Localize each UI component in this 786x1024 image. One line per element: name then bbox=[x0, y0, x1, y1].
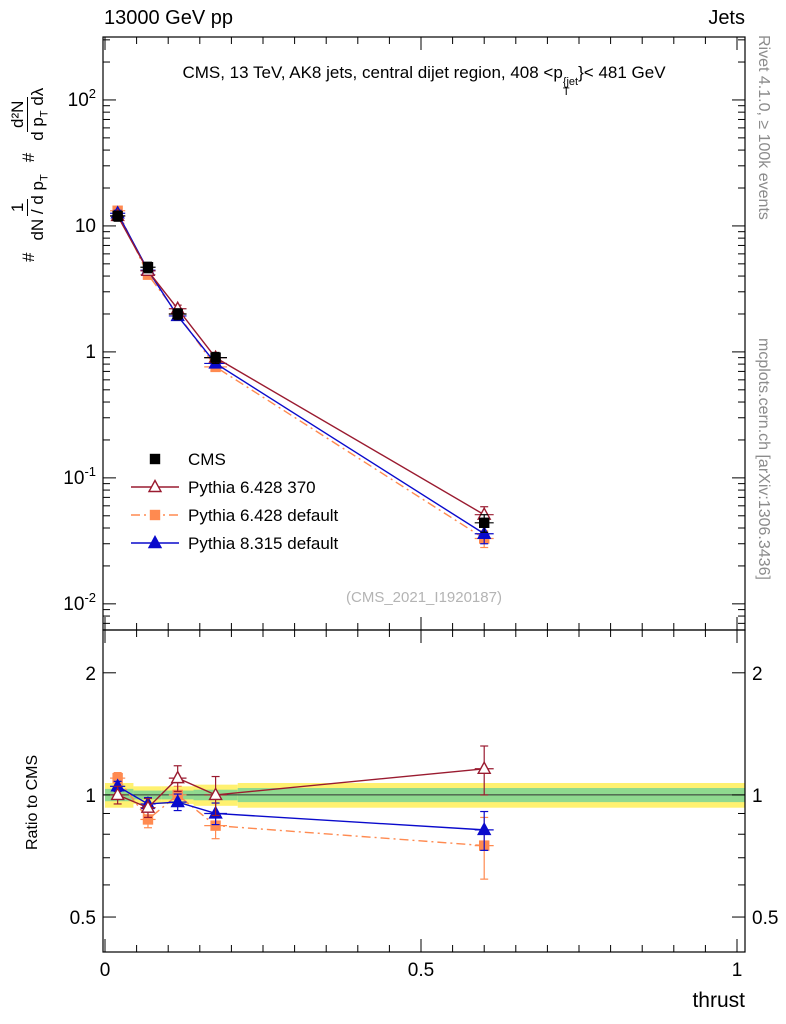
svg-text:10: 10 bbox=[75, 216, 96, 237]
pt-supsub: {jet T bbox=[562, 76, 579, 98]
svg-text:0.5: 0.5 bbox=[408, 960, 434, 981]
ylabel-hash-1: # bbox=[19, 252, 39, 262]
svg-text:2: 2 bbox=[85, 664, 96, 685]
main-panel-series bbox=[110, 205, 494, 549]
svg-text:0: 0 bbox=[100, 960, 111, 981]
series-main-0 bbox=[110, 210, 494, 533]
ylabel-frac2-den-text: d p bbox=[28, 117, 48, 141]
analysis-group-label: Jets bbox=[708, 7, 745, 29]
ratio-uncertainty-bands bbox=[103, 782, 745, 808]
ylabel-frac2-numerator: d²N bbox=[8, 96, 29, 132]
svg-text:1: 1 bbox=[85, 342, 96, 363]
tick-labels: 102 10 1 10-1 10-2 0 0.5 1 2 2 1 1 0.5 0.5 bbox=[63, 86, 778, 981]
axes-frame bbox=[102, 36, 746, 953]
svg-text:10-1: 10-1 bbox=[63, 464, 96, 489]
svg-text:102: 102 bbox=[68, 86, 96, 111]
svg-text:0.5: 0.5 bbox=[752, 908, 778, 929]
beam-energy-label: 13000 GeV pp bbox=[104, 7, 233, 29]
ratio-axis-label: Ratio to CMS bbox=[24, 754, 41, 850]
pt-subscript: T bbox=[562, 86, 570, 98]
analysis-id-watermark: (CMS_2021_I1920187) bbox=[346, 589, 502, 606]
ylabel-frac1-den-text: dN / d p bbox=[28, 180, 48, 241]
svg-text:1: 1 bbox=[752, 786, 763, 807]
series-ratio-0 bbox=[110, 745, 494, 819]
svg-text:1: 1 bbox=[85, 786, 96, 807]
plot-title-end: }< 481 GeV bbox=[578, 63, 666, 82]
svg-text:10-2: 10-2 bbox=[63, 590, 96, 615]
svg-text:2: 2 bbox=[752, 664, 763, 685]
legend: CMS Pythia 6.428 370 Pythia 6.428 default P… bbox=[131, 450, 339, 553]
ylabel-frac1-den-sub: T bbox=[38, 174, 51, 181]
legend-label-2: Pythia 6.428 default bbox=[188, 506, 339, 525]
series-main-1 bbox=[110, 207, 494, 525]
x-axis-label: thrust bbox=[692, 989, 745, 1012]
mcplots-reference-label: mcplots.cern.ch [arXiv:1306.3436] bbox=[755, 338, 772, 580]
plot-title-main: CMS, 13 TeV, AK8 jets, central dijet reg… bbox=[182, 63, 563, 82]
plot-title: CMS, 13 TeV, AK8 jets, central dijet reg… bbox=[103, 63, 745, 98]
legend-label-0: CMS bbox=[188, 450, 226, 469]
ylabel-frac2-den-text2: dλ bbox=[28, 87, 48, 111]
legend-label-1: Pythia 6.428 370 bbox=[188, 478, 316, 497]
svg-text:1: 1 bbox=[732, 960, 743, 981]
ylabel-frac1-denominator: dN / d pT bbox=[28, 172, 51, 242]
ylabel-fraction-1: 1 dN / d pT bbox=[8, 172, 51, 242]
pt-superscript: {jet bbox=[562, 76, 579, 88]
legend-label-3: Pythia 8.315 default bbox=[188, 534, 339, 553]
ratio-panel-series bbox=[110, 745, 494, 880]
ylabel-fraction-2: d²N d pT dλ bbox=[8, 86, 51, 143]
rivet-version-label: Rivet 4.1.0, ≥ 100k events bbox=[755, 35, 772, 220]
ylabel-frac1-numerator: 1 bbox=[8, 198, 29, 217]
svg-text:0.5: 0.5 bbox=[70, 908, 96, 929]
ylabel-frac2-denominator: d pT dλ bbox=[28, 86, 51, 143]
y-axis-label: # 1 dN / d pT # d²N d pT dλ bbox=[8, 86, 51, 262]
ylabel-frac2-den-sub: T bbox=[38, 110, 51, 118]
ylabel-hash-2: # bbox=[19, 152, 39, 163]
